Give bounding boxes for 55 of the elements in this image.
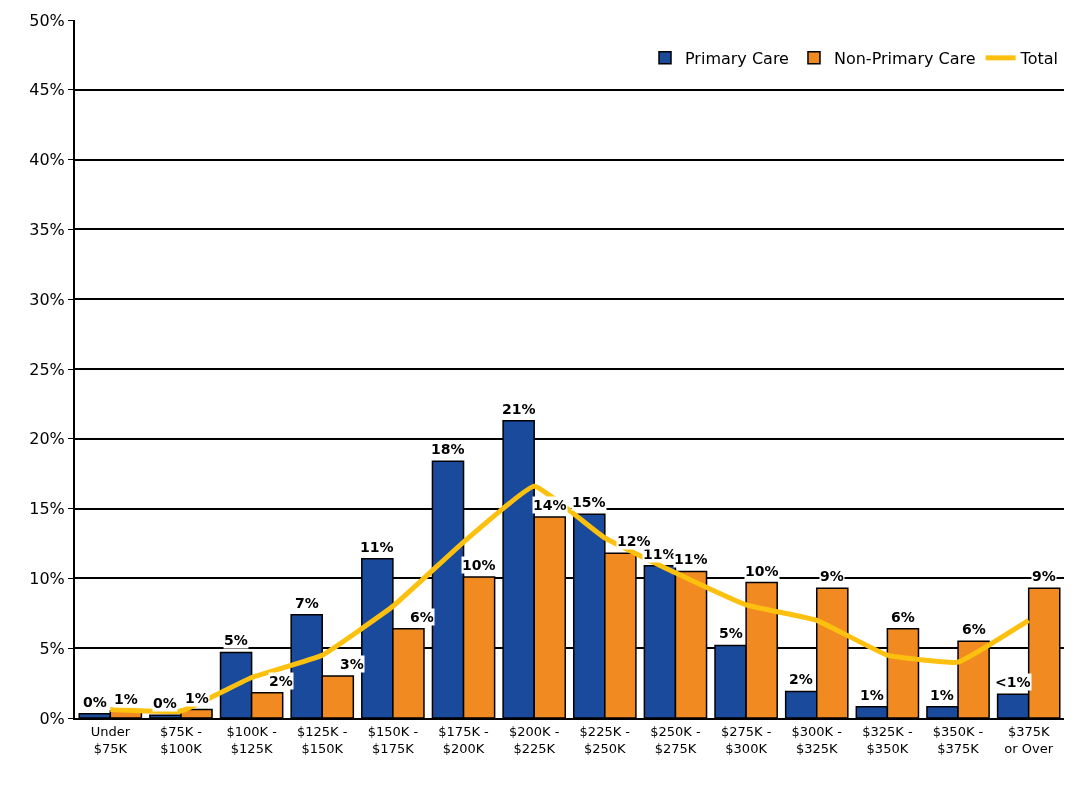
x-tick-label: $150K - $175K: [367, 723, 419, 756]
data-label: 0%: [153, 695, 177, 711]
data-label: 11%: [674, 551, 708, 567]
x-tick-label: $125K - $150K: [297, 723, 348, 756]
x-tick-label: $275K - $300K: [720, 723, 772, 756]
y-tick-label: 25%: [29, 359, 65, 379]
data-label: 1%: [185, 690, 209, 706]
legend-label: Primary Care: [685, 49, 789, 69]
x-tick-label: $300K - $325K: [791, 723, 843, 756]
y-tick-label: 40%: [29, 150, 65, 170]
data-label: 12%: [617, 533, 651, 549]
x-tick-label: Under $75K: [90, 723, 131, 756]
y-tick-label: 45%: [29, 80, 65, 100]
x-tick-label: $200K - $225K: [508, 723, 560, 756]
data-label: 21%: [502, 401, 536, 417]
data-label: 18%: [431, 441, 465, 457]
data-label: 1%: [860, 687, 884, 703]
data-label: 10%: [745, 563, 779, 579]
data-label: 3%: [340, 656, 364, 672]
data-label: 9%: [820, 568, 844, 584]
legend-label: Non-Primary Care: [833, 49, 976, 69]
x-tick-label: $175K - $200K: [438, 723, 490, 756]
x-tick-label: $100K - $125K: [226, 723, 278, 756]
y-tick-label: 15%: [29, 499, 65, 519]
x-tick-label: $375K or Over: [1004, 723, 1054, 756]
data-label: 2%: [789, 671, 813, 687]
data-label: 11%: [360, 539, 394, 555]
x-tick-label: $250K - $275K: [650, 723, 701, 756]
data-label: 6%: [891, 609, 915, 625]
y-tick-label: 35%: [29, 220, 65, 239]
data-label: 7%: [295, 595, 319, 611]
data-label: 14%: [533, 497, 567, 513]
data-label: 5%: [224, 632, 248, 648]
legend-label: Total: [1019, 49, 1058, 69]
y-tick-label: 5%: [39, 638, 65, 658]
x-tick-label: $350K - $375K: [932, 723, 984, 756]
y-tick-label: 10%: [29, 569, 65, 588]
x-tick-label: $325K - $350K: [862, 723, 913, 756]
y-tick-label: 50%: [29, 10, 65, 30]
data-label: 6%: [962, 621, 986, 637]
data-label: 5%: [719, 625, 743, 641]
data-label: 1%: [114, 691, 138, 707]
data-label: 6%: [410, 609, 434, 625]
data-label: 10%: [462, 557, 496, 573]
x-tick-label: $75K - $100K: [159, 723, 203, 756]
y-tick-label: 0%: [39, 708, 65, 728]
data-label: 2%: [269, 673, 293, 689]
data-label: <1%: [995, 674, 1031, 690]
y-tick-label: 30%: [29, 289, 65, 309]
data-label: 0%: [83, 694, 107, 710]
x-tick-label: $225K - $250K: [579, 723, 631, 756]
data-label: 1%: [930, 687, 954, 703]
y-tick-label: 20%: [29, 429, 65, 449]
data-label: 15%: [572, 494, 606, 510]
data-label: 9%: [1032, 568, 1056, 584]
